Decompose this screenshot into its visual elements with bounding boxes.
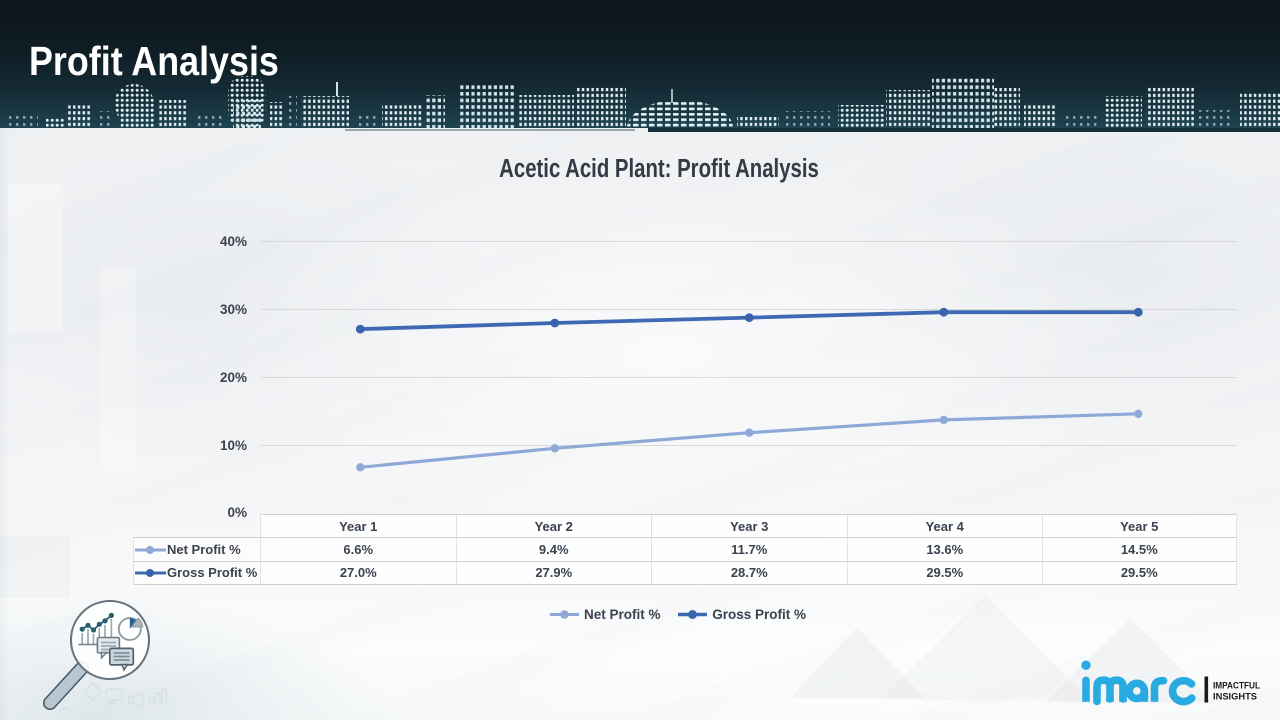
svg-text:INSIGHTS: INSIGHTS [1213, 692, 1258, 703]
svg-text:IMPACTFUL: IMPACTFUL [1213, 681, 1260, 692]
